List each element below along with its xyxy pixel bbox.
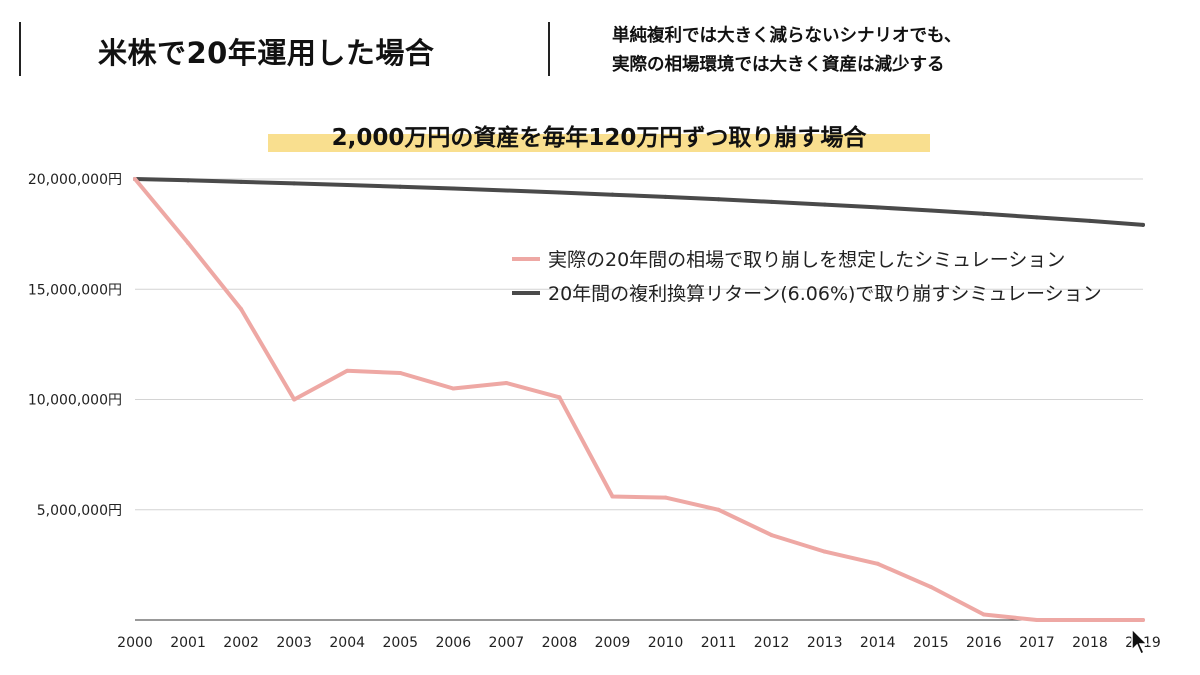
data-point [769, 199, 774, 204]
chart-title-block: 2,000万円の資産を毎年120万円ずつ取り崩す場合 [268, 118, 930, 158]
x-tick-label: 2001 [170, 635, 206, 651]
data-point [1087, 218, 1092, 223]
data-point [875, 205, 880, 210]
page-subtitle: 単純複利では大きく減らないシナリオでも、 実際の相場環境では大きく資産は減少する [612, 22, 961, 80]
data-point [663, 495, 668, 500]
title-right-divider [548, 22, 550, 76]
subtitle-line-2: 実際の相場環境では大きく資産は減少する [612, 55, 945, 75]
gridlines [135, 178, 1143, 621]
data-point [928, 208, 933, 213]
data-point [398, 371, 403, 376]
data-point [981, 211, 986, 216]
data-point [822, 202, 827, 207]
x-tick-label: 2010 [648, 635, 684, 651]
x-tick-label: 2012 [754, 635, 790, 651]
data-point [1034, 618, 1039, 622]
data-point [239, 179, 244, 184]
x-tick-label: 2015 [913, 635, 949, 651]
y-tick-label: 15,000,000円 [28, 282, 122, 298]
x-tick-label: 2014 [860, 635, 896, 651]
data-point [239, 307, 244, 312]
series-lines [133, 177, 1145, 622]
mouse-pointer-icon [1131, 628, 1149, 656]
x-tick-label: 2002 [223, 635, 259, 651]
x-tick-label: 2008 [542, 635, 578, 651]
chart-title-highlight [268, 134, 930, 152]
data-point [292, 181, 297, 186]
data-point [875, 561, 880, 566]
data-point [504, 380, 509, 385]
x-tick-label: 2005 [382, 635, 418, 651]
data-point [557, 190, 562, 195]
data-point [451, 386, 456, 391]
data-point [716, 507, 721, 512]
x-tick-label: 2006 [435, 635, 471, 651]
data-point [133, 177, 137, 181]
data-point [345, 368, 350, 373]
data-point [1087, 618, 1092, 622]
data-point [981, 612, 986, 617]
x-tick-label: 2003 [276, 635, 312, 651]
data-point [398, 184, 403, 189]
data-point [1034, 215, 1039, 220]
data-point [663, 194, 668, 199]
series-line-1 [133, 177, 1145, 622]
subtitle-line-1: 単純複利では大きく減らないシナリオでも、 [612, 26, 962, 46]
legend: 実際の20年間の相場で取り崩しを想定したシミュレーション 20年間の複利換算リター… [512, 249, 1102, 305]
data-point [1141, 222, 1145, 227]
y-tick-label: 20,000,000円 [28, 172, 122, 188]
x-tick-label: 2017 [1019, 635, 1055, 651]
y-tick-label: 10,000,000円 [28, 393, 122, 409]
x-tick-label: 2004 [329, 635, 365, 651]
x-tick-label: 2016 [966, 635, 1002, 651]
data-point [451, 186, 456, 191]
data-point [186, 178, 191, 183]
x-tick-label: 2013 [807, 635, 843, 651]
chart-title: 2,000万円の資産を毎年120万円ずつ取り崩す場合 [331, 125, 867, 151]
data-point [769, 533, 774, 538]
data-point [716, 197, 721, 202]
x-tick-label: 2007 [489, 635, 525, 651]
series-line-2 [133, 177, 1145, 227]
legend-label: 20年間の複利換算リターン(6.06%)で取り崩すシミュレーション [548, 283, 1102, 305]
x-axis: 2000 2001 2002 2003 2004 2005 2006 2007 2008 2009… [117, 635, 1161, 651]
data-point [186, 240, 191, 245]
data-point [610, 192, 615, 197]
data-point [822, 549, 827, 554]
data-point [504, 188, 509, 193]
x-tick-label: 2011 [701, 635, 737, 651]
y-tick-label: 5,000,000円 [37, 503, 122, 519]
x-tick-label: 2000 [117, 635, 153, 651]
page-title: 米株で20年運用した場合 [98, 36, 435, 70]
data-point [292, 397, 297, 402]
data-point [557, 395, 562, 400]
data-point [610, 494, 615, 499]
title-left-divider [19, 22, 21, 76]
y-axis: 20,000,000円 15,000,000円 10,000,000円 5,000,0… [28, 172, 122, 519]
legend-label: 実際の20年間の相場で取り崩しを想定したシミュレーション [548, 249, 1065, 271]
x-tick-label: 2009 [595, 635, 631, 651]
data-point [1141, 618, 1145, 622]
x-tick-label: 2018 [1072, 635, 1108, 651]
data-point [928, 584, 933, 589]
data-point [345, 182, 350, 187]
